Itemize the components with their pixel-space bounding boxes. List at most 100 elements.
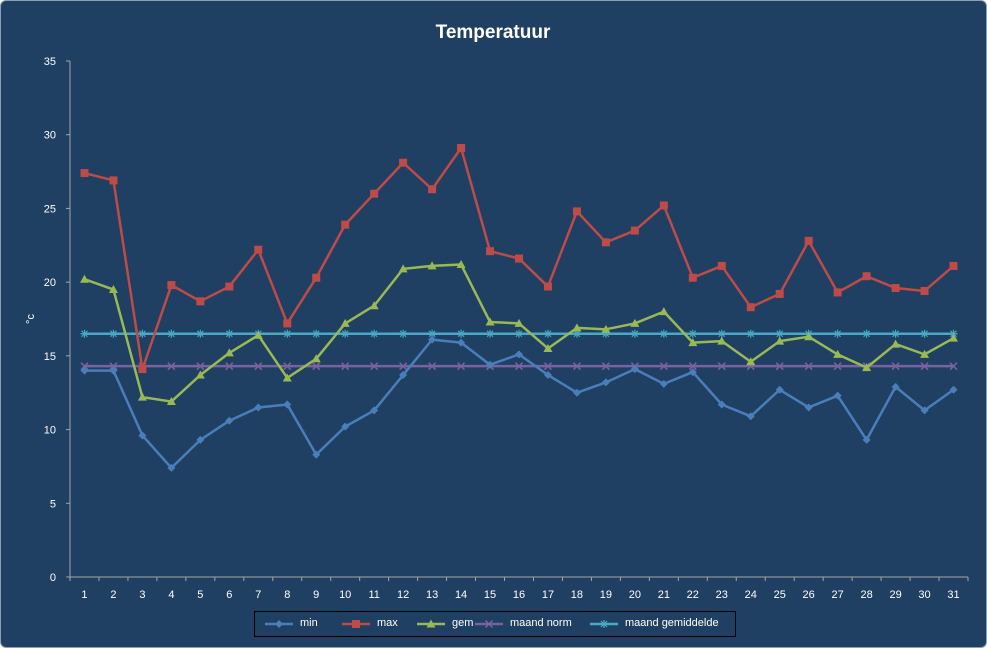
data-point-gem (688, 338, 698, 347)
x-tick-label: 17 (542, 589, 554, 601)
data-point-maand-norm (109, 362, 118, 371)
data-point-maand-gemiddelde (486, 329, 495, 338)
data-point-gem (253, 330, 263, 339)
data-point-max (399, 158, 408, 167)
data-point-gem (862, 363, 872, 372)
legend-swatch-marker (484, 619, 494, 629)
data-point-maand-norm (254, 362, 263, 371)
legend-swatch-max (342, 620, 370, 628)
data-point-min (891, 382, 900, 391)
data-point-gem (195, 370, 205, 379)
data-point-gem (485, 317, 495, 326)
series-gem (79, 259, 959, 406)
data-point-maand-gemiddelde (138, 329, 147, 338)
data-point-maand-gemiddelde (601, 329, 610, 338)
data-point-max (891, 284, 900, 293)
series-maand-gemiddelde (80, 329, 958, 338)
data-point-gem (630, 318, 640, 327)
data-point-gem (949, 333, 959, 342)
data-point-maand-norm (891, 362, 900, 371)
data-point-max (601, 238, 610, 247)
data-point-max (659, 201, 668, 210)
data-point-max (196, 297, 205, 306)
data-point-gem (456, 259, 466, 268)
data-point-min (457, 338, 466, 347)
data-point-max (804, 236, 813, 245)
data-point-maand-norm (196, 362, 205, 371)
data-point-maand-norm (543, 362, 552, 371)
data-point-max (688, 273, 697, 282)
data-point-gem (717, 336, 727, 345)
x-tick-label: 25 (774, 589, 786, 601)
data-point-max (630, 226, 639, 235)
data-point-gem (804, 332, 814, 341)
data-point-min (746, 412, 755, 421)
legend-swatch-min (265, 620, 293, 628)
legend-label: maand norm (510, 617, 572, 629)
data-point-max (428, 185, 437, 194)
x-tick-label: 30 (918, 589, 930, 601)
data-point-maand-norm (514, 362, 524, 371)
data-point-maand-norm (688, 362, 697, 371)
data-point-maand-gemiddelde (775, 329, 784, 338)
x-tick-label: 4 (168, 589, 174, 601)
data-point-maand-norm (659, 362, 668, 371)
data-point-min (862, 435, 871, 444)
chart-legend: min max gem maand norm maand gemiddelde (254, 611, 736, 637)
data-point-gem (833, 349, 843, 358)
data-point-maand-gemiddelde (543, 329, 552, 338)
data-point-gem (659, 307, 669, 316)
data-point-maand-gemiddelde (225, 329, 234, 338)
data-point-max (515, 254, 523, 263)
series-line-min (84, 338, 955, 470)
x-tick-label: 28 (860, 589, 872, 601)
data-point-min (399, 371, 408, 380)
data-point-min (312, 450, 321, 459)
data-point-maand-gemiddelde (630, 329, 639, 338)
data-point-maand-gemiddelde (457, 329, 466, 338)
data-point-min (341, 422, 350, 431)
data-point-min (428, 335, 437, 344)
data-point-maand-gemiddelde (572, 329, 581, 338)
data-point-maand-norm (572, 362, 581, 371)
data-point-min (688, 368, 697, 377)
data-point-min (920, 406, 929, 415)
data-point-min (138, 431, 147, 440)
x-tick-label: 12 (397, 589, 409, 601)
data-point-maand-gemiddelde (370, 329, 379, 338)
x-tick-label: 16 (513, 589, 525, 601)
data-point-maand-norm (312, 362, 321, 371)
data-point-maand-gemiddelde (196, 329, 205, 338)
legend-label: maand gemiddelde (625, 617, 719, 629)
data-point-max (717, 261, 726, 270)
data-point-min (486, 360, 495, 369)
data-point-maand-gemiddelde (746, 329, 755, 338)
data-point-max (833, 288, 842, 297)
series-min (80, 335, 958, 472)
data-point-maand-gemiddelde (428, 329, 437, 338)
data-point-min (196, 435, 205, 444)
data-point-maand-norm (370, 362, 379, 371)
data-point-max (920, 286, 929, 295)
data-point-gem (311, 354, 321, 363)
data-point-gem (572, 323, 582, 332)
data-point-max (225, 282, 234, 291)
data-point-min (775, 385, 784, 394)
data-point-gem (601, 324, 611, 333)
data-point-maand-gemiddelde (717, 329, 726, 338)
x-tick-label: 31 (947, 589, 959, 601)
y-tick-label: 35 (44, 56, 56, 68)
x-tick-label: 26 (803, 589, 815, 601)
data-point-min (225, 416, 234, 425)
data-point-maand-norm (920, 362, 929, 371)
legend-label: min (300, 617, 318, 629)
data-point-max (138, 365, 147, 374)
legend-swatch-marker (600, 620, 608, 628)
data-point-gem (369, 301, 379, 310)
x-tick-label: 15 (484, 589, 496, 601)
data-point-max (572, 207, 581, 216)
data-point-gem (79, 274, 89, 283)
data-point-maand-gemiddelde (109, 329, 118, 338)
data-point-maand-gemiddelde (891, 329, 900, 338)
